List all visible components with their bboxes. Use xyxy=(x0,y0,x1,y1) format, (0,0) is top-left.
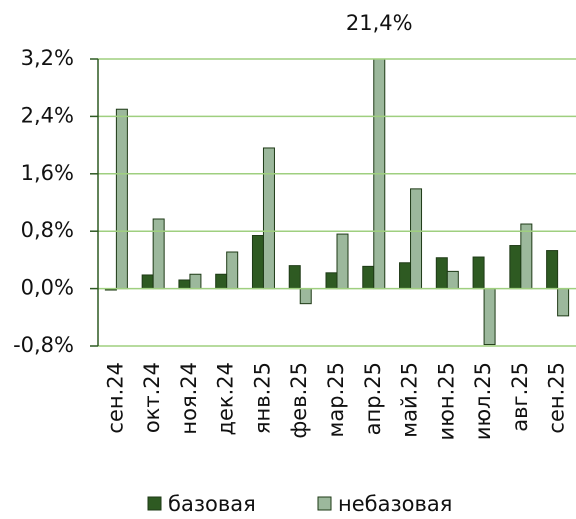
legend-swatch xyxy=(147,496,162,511)
bar xyxy=(520,223,533,290)
bar xyxy=(472,256,485,290)
bar xyxy=(178,279,191,290)
x-tick-label: окт.24 xyxy=(140,362,164,433)
bar xyxy=(399,262,412,290)
bar xyxy=(152,218,165,290)
y-tick-label: 1,6% xyxy=(21,161,74,185)
bar xyxy=(446,270,459,290)
x-tick-label: ноя.24 xyxy=(177,362,201,435)
bar xyxy=(362,265,375,290)
bar xyxy=(115,108,128,290)
bar xyxy=(262,147,275,290)
x-tick-label: сен.24 xyxy=(103,362,127,434)
x-tick-label: июн.25 xyxy=(434,362,458,440)
bar xyxy=(435,257,448,290)
bar xyxy=(251,235,264,290)
x-tick-label: июл.25 xyxy=(471,362,495,440)
y-tick-label: -0,8% xyxy=(13,333,74,357)
x-tick-label: сен.25 xyxy=(545,362,569,434)
x-tick-label: мар.25 xyxy=(324,362,348,437)
x-tick-label: апр.25 xyxy=(361,362,385,435)
x-tick-label: май.25 xyxy=(398,362,422,438)
bar xyxy=(557,288,570,317)
x-tick-label: авг.25 xyxy=(508,362,532,432)
bar xyxy=(141,274,154,290)
x-tick-label: дек.24 xyxy=(214,362,238,436)
bar xyxy=(189,273,202,290)
y-tick-label: 0,0% xyxy=(21,276,74,300)
value-label: 21,4% xyxy=(346,11,413,35)
y-tick-label: 0,8% xyxy=(21,218,74,242)
x-tick-label: янв.25 xyxy=(250,362,274,434)
plot-area xyxy=(104,59,570,346)
bar xyxy=(288,265,301,290)
bar xyxy=(226,251,239,290)
bar xyxy=(215,273,228,290)
bar xyxy=(546,250,559,290)
y-tick-label: 2,4% xyxy=(21,103,74,127)
x-tick-label: фев.25 xyxy=(287,362,311,439)
bar xyxy=(509,245,522,290)
bar xyxy=(410,188,423,290)
bar xyxy=(483,288,496,346)
y-tick-label: 3,2% xyxy=(21,46,74,70)
legend-swatch xyxy=(317,496,332,511)
bar xyxy=(373,59,386,290)
bar xyxy=(336,233,349,290)
legend-label: небазовая xyxy=(338,492,452,516)
bar xyxy=(325,272,338,290)
bar xyxy=(299,288,312,305)
legend-label: базовая xyxy=(168,492,256,516)
